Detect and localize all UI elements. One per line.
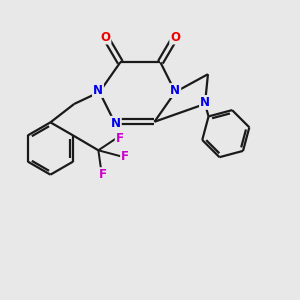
Text: O: O xyxy=(170,31,180,44)
Text: N: N xyxy=(200,96,210,109)
Text: O: O xyxy=(100,31,110,44)
Text: F: F xyxy=(121,150,129,163)
Text: F: F xyxy=(116,132,124,145)
Text: N: N xyxy=(93,84,103,97)
Text: F: F xyxy=(99,168,107,181)
Text: N: N xyxy=(170,84,180,97)
Text: N: N xyxy=(111,117,121,130)
